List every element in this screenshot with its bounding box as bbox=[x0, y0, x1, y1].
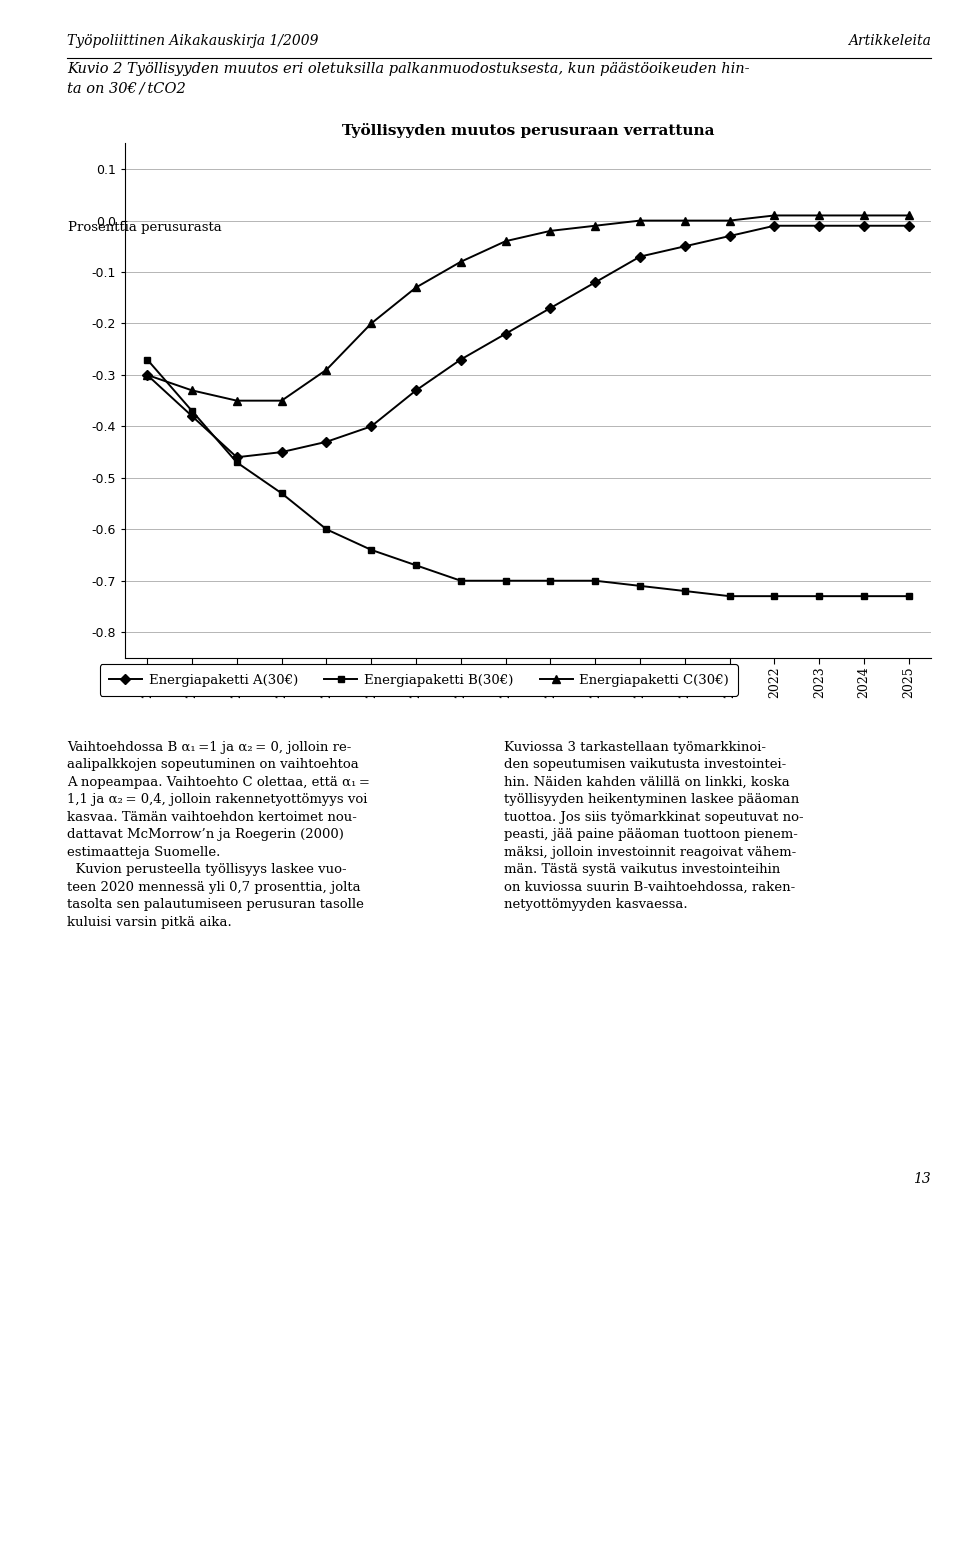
Text: Vaihtoehdossa B α₁ =1 ja α₂ = 0, jolloin re-
aalipalkkojen sopeutuminen on vaiht: Vaihtoehdossa B α₁ =1 ja α₂ = 0, jolloin… bbox=[67, 741, 370, 929]
Energiapaketti B(30€) bbox=[366, 541, 377, 560]
Energiapaketti A(30€) bbox=[231, 447, 243, 466]
Energiapaketti A(30€) bbox=[455, 351, 467, 369]
Text: Artikkeleita: Artikkeleita bbox=[849, 34, 931, 48]
Energiapaketti C(30€) bbox=[500, 232, 512, 251]
Energiapaketti B(30€) bbox=[769, 586, 780, 605]
Legend: Energiapaketti A(30€), Energiapaketti B(30€), Energiapaketti C(30€): Energiapaketti A(30€), Energiapaketti B(… bbox=[100, 664, 738, 695]
Energiapaketti B(30€) bbox=[410, 557, 421, 575]
Energiapaketti C(30€) bbox=[141, 366, 153, 385]
Energiapaketti B(30€) bbox=[858, 586, 870, 605]
Text: Kuviossa 3 tarkastellaan työmarkkinoi-
den sopeutumisen vaikutusta investointei-: Kuviossa 3 tarkastellaan työmarkkinoi- d… bbox=[503, 741, 804, 910]
Energiapaketti A(30€) bbox=[679, 237, 690, 256]
Energiapaketti C(30€) bbox=[589, 217, 601, 235]
Energiapaketti C(30€) bbox=[813, 206, 825, 224]
Energiapaketti A(30€) bbox=[858, 217, 870, 235]
Text: Prosenttia perusurasta: Prosenttia perusurasta bbox=[68, 221, 222, 234]
Energiapaketti C(30€) bbox=[231, 391, 243, 410]
Title: Työllisyyden muutos perusuraan verrattuna: Työllisyyden muutos perusuraan verrattun… bbox=[342, 123, 714, 139]
Energiapaketti C(30€) bbox=[186, 380, 198, 399]
Energiapaketti A(30€) bbox=[500, 324, 512, 343]
Energiapaketti C(30€) bbox=[903, 206, 915, 224]
Energiapaketti B(30€) bbox=[321, 521, 332, 539]
Energiapaketti C(30€) bbox=[410, 278, 421, 296]
Energiapaketti A(30€) bbox=[544, 299, 556, 318]
Energiapaketti B(30€) bbox=[186, 402, 198, 421]
Energiapaketti B(30€) bbox=[724, 586, 735, 605]
Energiapaketti B(30€) bbox=[903, 586, 915, 605]
Energiapaketti B(30€) bbox=[500, 572, 512, 591]
Energiapaketti A(30€) bbox=[769, 217, 780, 235]
Energiapaketti B(30€) bbox=[635, 577, 646, 596]
Line: Energiapaketti A(30€): Energiapaketti A(30€) bbox=[144, 223, 912, 461]
Energiapaketti A(30€) bbox=[141, 366, 153, 385]
Energiapaketti A(30€) bbox=[321, 432, 332, 451]
Energiapaketti B(30€) bbox=[276, 483, 287, 502]
Energiapaketti B(30€) bbox=[544, 572, 556, 591]
Energiapaketti A(30€) bbox=[903, 217, 915, 235]
Energiapaketti C(30€) bbox=[455, 253, 467, 271]
Energiapaketti B(30€) bbox=[679, 582, 690, 600]
Energiapaketti C(30€) bbox=[321, 360, 332, 379]
Energiapaketti B(30€) bbox=[141, 351, 153, 369]
Line: Energiapaketti C(30€): Energiapaketti C(30€) bbox=[143, 212, 913, 405]
Energiapaketti B(30€) bbox=[813, 586, 825, 605]
Energiapaketti C(30€) bbox=[679, 212, 690, 231]
Line: Energiapaketti B(30€): Energiapaketti B(30€) bbox=[144, 355, 912, 600]
Energiapaketti C(30€) bbox=[276, 391, 287, 410]
Energiapaketti A(30€) bbox=[366, 418, 377, 437]
Energiapaketti A(30€) bbox=[186, 407, 198, 426]
Energiapaketti B(30€) bbox=[231, 454, 243, 472]
Energiapaketti C(30€) bbox=[544, 221, 556, 240]
Energiapaketti C(30€) bbox=[858, 206, 870, 224]
Energiapaketti A(30€) bbox=[635, 248, 646, 267]
Energiapaketti A(30€) bbox=[589, 273, 601, 292]
Energiapaketti C(30€) bbox=[724, 212, 735, 231]
Text: Kuvio 2 Työllisyyden muutos eri oletuksilla palkanmuodostuksesta, kun päästöoike: Kuvio 2 Työllisyyden muutos eri oletuksi… bbox=[67, 62, 750, 95]
Energiapaketti C(30€) bbox=[635, 212, 646, 231]
Text: Työpoliittinen Aikakauskirja 1/2009: Työpoliittinen Aikakauskirja 1/2009 bbox=[67, 34, 319, 48]
Text: 13: 13 bbox=[914, 1172, 931, 1185]
Energiapaketti A(30€) bbox=[813, 217, 825, 235]
Energiapaketti A(30€) bbox=[410, 380, 421, 399]
Energiapaketti B(30€) bbox=[455, 572, 467, 591]
Energiapaketti A(30€) bbox=[724, 226, 735, 245]
Energiapaketti C(30€) bbox=[769, 206, 780, 224]
Energiapaketti B(30€) bbox=[589, 572, 601, 591]
Energiapaketti C(30€) bbox=[366, 315, 377, 334]
Energiapaketti A(30€) bbox=[276, 443, 287, 461]
